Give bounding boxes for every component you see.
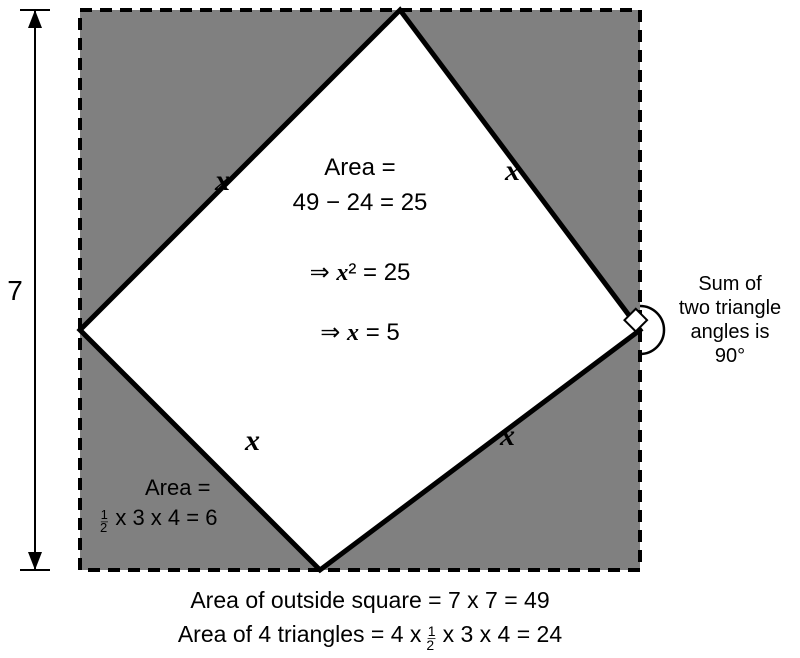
dimension-line — [20, 10, 50, 570]
implies-x2: ⇒ x² = 25 — [310, 259, 411, 286]
area-eq-line2: 49 − 24 = 25 — [293, 189, 428, 216]
angle-note-3: angles is — [691, 321, 770, 343]
x-label-4: x — [499, 419, 515, 452]
dimension-label-7: 7 — [7, 275, 23, 306]
angle-note-4: 90° — [715, 345, 745, 367]
x-label-2: x — [504, 154, 520, 187]
bottom-line-1: Area of outside square = 7 x 7 = 49 — [190, 587, 549, 613]
implies-x: ⇒ x = 5 — [320, 319, 399, 346]
pythagorean-diagram: 7 x x x x Area = 49 − 24 = 25 ⇒ x² = 25 … — [0, 0, 800, 658]
bottom-line-2: Area of 4 triangles = 4 x 1─2 x 3 x 4 = … — [178, 621, 562, 653]
angle-note-2: two triangle — [679, 297, 781, 319]
area-eq-line1: Area = — [324, 154, 395, 181]
triangle-area-label: Area = — [145, 475, 210, 500]
diagram-svg: 7 x x x x Area = 49 − 24 = 25 ⇒ x² = 25 … — [0, 0, 800, 658]
x-label-1: x — [214, 164, 230, 197]
x-label-3: x — [244, 424, 260, 457]
angle-note-1: Sum of — [698, 273, 762, 295]
